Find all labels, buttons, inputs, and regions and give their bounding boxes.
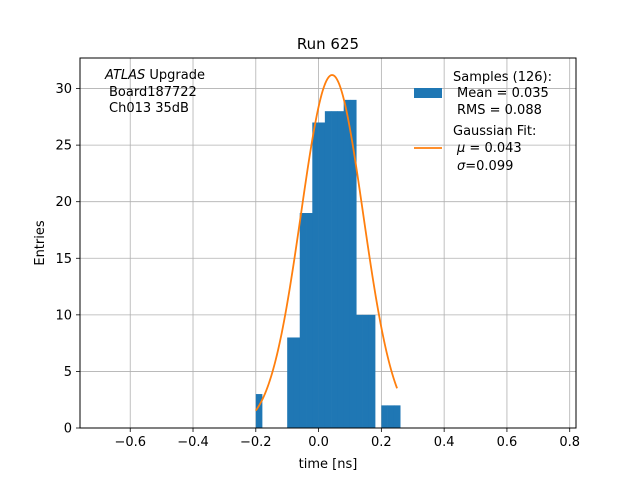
x-tick-label: 0.0 <box>308 435 329 450</box>
y-axis-ticks: 0 5 10 15 20 25 30 <box>55 82 80 437</box>
y-tick-label: 20 <box>55 195 72 210</box>
histogram-bar <box>318 122 326 428</box>
gaussian-fit-curve <box>255 74 398 412</box>
histogram-bar <box>387 405 395 428</box>
y-tick-label: 0 <box>64 422 72 437</box>
annotation-channel: Ch013 35dB <box>109 101 189 116</box>
histogram-bar <box>255 394 263 428</box>
annotation-experiment: ATLAS Upgrade <box>104 68 205 83</box>
histogram-bar <box>362 314 370 428</box>
y-tick-label: 15 <box>55 252 72 267</box>
annotation-atlas: ATLAS <box>104 68 145 83</box>
y-axis-label: Entries <box>33 220 48 266</box>
x-tick-label: −0.2 <box>240 435 272 450</box>
legend-samples-rms: RMS = 0.088 <box>457 103 542 118</box>
y-tick-label: 25 <box>55 139 72 154</box>
legend-fit-mu-value: = 0.043 <box>465 141 521 156</box>
legend: Samples (126): Mean = 0.035 RMS = 0.088 … <box>414 70 552 174</box>
histogram-bar <box>356 314 363 428</box>
histogram-bar <box>312 122 319 428</box>
x-axis-ticks: −0.6 −0.4 −0.2 0.0 0.2 0.4 0.6 0.8 <box>114 428 580 450</box>
legend-fit-sigma-value: =0.099 <box>465 159 513 174</box>
atlas-annotation: ATLAS Upgrade Board187722 Ch013 35dB <box>104 68 205 116</box>
histogram-bar <box>287 337 294 428</box>
histogram-bar <box>306 213 313 428</box>
y-tick-label: 5 <box>64 365 72 380</box>
chart-title: Run 625 <box>297 35 359 53</box>
x-axis-label: time [ns] <box>299 457 358 472</box>
histogram-bar <box>349 99 357 428</box>
x-tick-label: −0.4 <box>177 435 209 450</box>
x-tick-label: 0.8 <box>559 435 580 450</box>
histogram-bar <box>343 99 351 428</box>
y-tick-label: 30 <box>55 82 72 97</box>
histogram-bar <box>381 405 388 428</box>
legend-fit-sigma-symbol: σ <box>457 159 466 174</box>
legend-fit-mu: μ = 0.043 <box>456 141 522 156</box>
annotation-board: Board187722 <box>109 85 197 100</box>
legend-fit-title: Gaussian Fit: <box>453 124 536 139</box>
legend-fit-mu-symbol: μ <box>456 141 465 156</box>
legend-fit-sigma: σ=0.099 <box>457 159 513 174</box>
x-tick-label: 0.6 <box>497 435 518 450</box>
histogram-bar <box>331 111 338 429</box>
x-tick-label: 0.2 <box>371 435 392 450</box>
legend-samples-title: Samples (126): <box>453 70 552 85</box>
legend-samples-mean: Mean = 0.035 <box>457 86 549 101</box>
histogram-bar <box>368 314 376 428</box>
legend-samples-swatch <box>414 88 442 98</box>
axes-frame <box>79 57 577 429</box>
annotation-upgrade: Upgrade <box>145 68 205 83</box>
histogram-bar <box>393 405 401 428</box>
histogram-bars <box>255 99 401 429</box>
histogram-bar <box>299 213 307 428</box>
x-tick-label: −0.6 <box>114 435 146 450</box>
histogram-bar <box>293 337 301 428</box>
x-tick-label: 0.4 <box>434 435 455 450</box>
histogram-bar <box>337 111 344 429</box>
y-tick-label: 10 <box>55 308 72 323</box>
histogram-bar <box>324 111 332 429</box>
